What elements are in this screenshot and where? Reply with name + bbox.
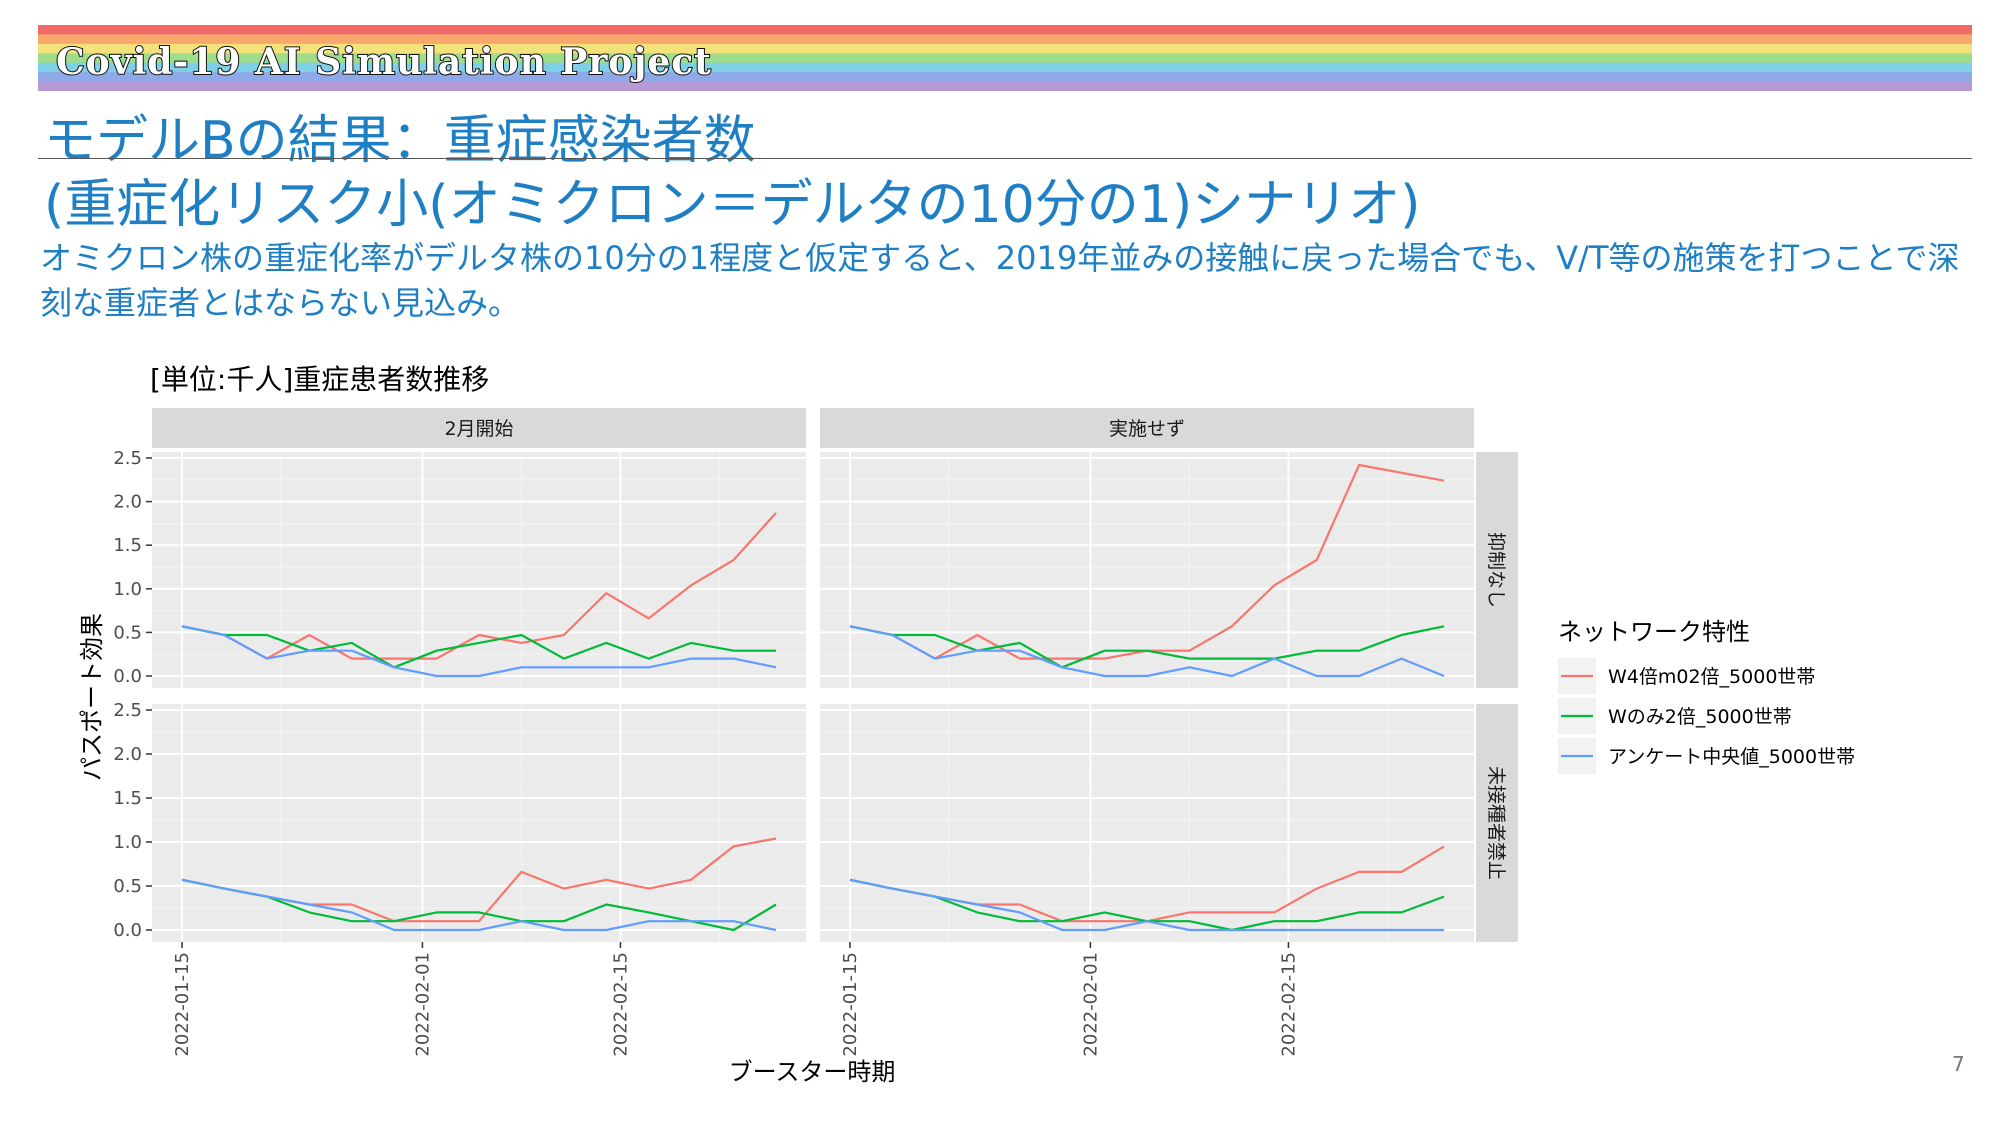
legend-label: Wのみ2倍_5000世帯 <box>1608 706 1792 728</box>
panel-background <box>152 452 806 688</box>
y-tick-label: 2.5 <box>113 700 142 721</box>
y-tick-label: 2.0 <box>113 744 142 765</box>
y-tick-label: 0.5 <box>113 622 142 643</box>
banner-text: Covid-19 AI Simulation Project <box>55 40 712 84</box>
y-tick-label: 1.5 <box>113 788 142 809</box>
banner-stripe <box>38 25 1972 35</box>
facet-strip-row <box>1476 704 1518 942</box>
x-tick-label: 2022-02-15 <box>1278 952 1299 1057</box>
legend-label: アンケート中央値_5000世帯 <box>1608 746 1855 768</box>
x-tick-label: 2022-02-01 <box>1080 952 1101 1057</box>
panel-background <box>820 452 1474 688</box>
y-tick-label: 1.0 <box>113 579 142 600</box>
x-tick-label: 2022-01-15 <box>172 952 193 1057</box>
y-tick-label: 0.0 <box>113 666 142 687</box>
banner-stripe <box>38 43 1972 54</box>
banner-stripe <box>38 81 1972 91</box>
y-tick-label: 0.5 <box>113 876 142 897</box>
page-number: 7 <box>1952 1052 1965 1076</box>
facet-col-label: 実施せず <box>1109 418 1185 440</box>
panel-background <box>820 704 1474 942</box>
banner-stripe <box>38 72 1972 83</box>
legend-title: ネットワーク特性 <box>1558 618 1750 646</box>
banner-stripe <box>38 53 1972 64</box>
facet-col-label: 2月開始 <box>444 418 513 440</box>
y-axis-title: パスポート効果 <box>78 613 106 781</box>
series-line <box>849 878 1444 932</box>
rainbow-banner <box>38 25 1972 91</box>
x-tick-label: 2022-02-15 <box>610 952 631 1057</box>
series-line <box>181 878 777 932</box>
series-line <box>181 512 777 660</box>
y-tick-label: 1.5 <box>113 535 142 556</box>
facet-row-label: 抑制なし <box>1485 532 1507 608</box>
facet-strip-col <box>820 408 1474 448</box>
panel-background <box>152 704 806 942</box>
series-line <box>181 625 777 678</box>
banner-stripe <box>38 62 1972 73</box>
title-divider <box>38 158 1972 159</box>
series-line <box>849 625 1445 669</box>
y-tick-label: 1.0 <box>113 832 142 853</box>
series-line <box>181 625 776 669</box>
description-text: オミクロン株の重症化率がデルタ株の10分の1程度と仮定すると、2019年並みの接… <box>40 239 1960 322</box>
legend-label: W4倍m02倍_5000世帯 <box>1608 666 1815 688</box>
facet-strip-row <box>1476 452 1518 688</box>
page-title: モデルBの結果：重症感染者数 <box>44 111 756 171</box>
x-axis-title: ブースター時期 <box>729 1058 896 1086</box>
banner-stripe <box>38 34 1972 45</box>
y-tick-label: 2.5 <box>113 448 142 469</box>
x-tick-label: 2022-01-15 <box>840 952 861 1057</box>
x-tick-label: 2022-02-01 <box>412 952 433 1057</box>
series-line <box>849 625 1445 678</box>
series-line <box>181 878 777 932</box>
chart-title: [単位:千人]重症患者数推移 <box>150 363 490 396</box>
y-tick-label: 0.0 <box>113 920 142 941</box>
page-subtitle: (重症化リスク小(オミクロン＝デルタの10分の1)シナリオ) <box>44 175 1421 235</box>
facet-row-label: 未接種者禁止 <box>1485 766 1507 880</box>
facet-strip-col <box>152 408 806 448</box>
y-tick-label: 2.0 <box>113 492 142 513</box>
